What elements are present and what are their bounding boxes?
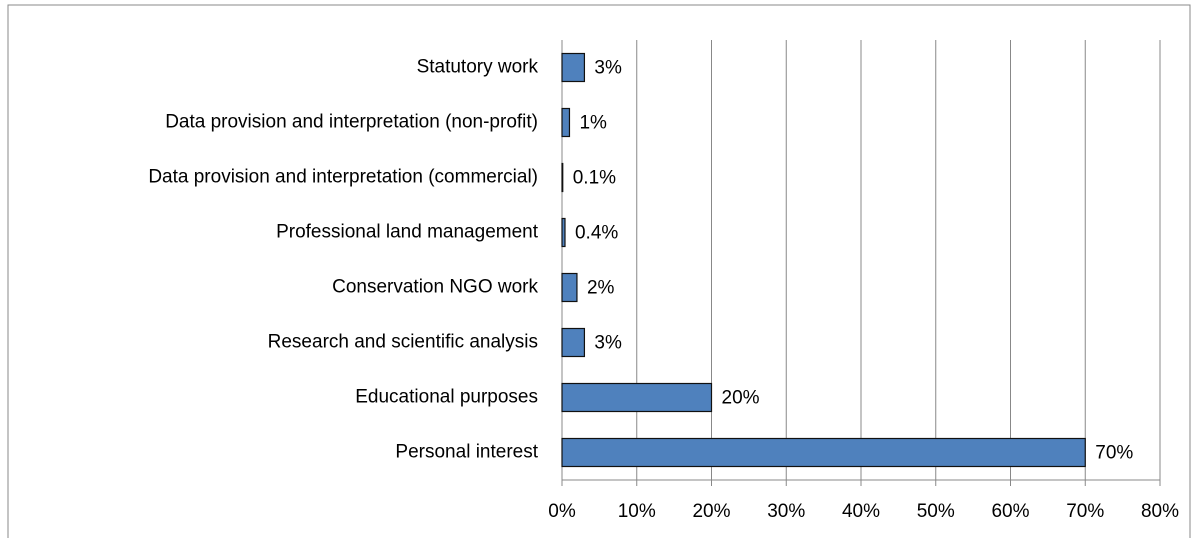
data-label: 1% (579, 113, 607, 134)
y-tick-label: Conservation NGO work (332, 277, 538, 298)
data-label: 0.1% (573, 168, 616, 189)
bar (561, 272, 578, 303)
y-tick-label: Educational purposes (355, 387, 538, 408)
data-label: 20% (722, 388, 760, 409)
x-tick-label: 50% (917, 501, 955, 522)
data-label: 3% (594, 333, 622, 354)
data-label: 0.4% (575, 223, 618, 244)
bar (561, 52, 586, 83)
bar (561, 437, 1086, 468)
x-tick-label: 40% (842, 501, 880, 522)
bar (561, 162, 564, 193)
chart-frame (7, 4, 1191, 538)
x-tick-label: 70% (1066, 501, 1104, 522)
data-label: 3% (594, 58, 622, 79)
x-tick-label: 30% (767, 501, 805, 522)
bar (561, 327, 586, 358)
y-tick-label: Data provision and interpretation (non-p… (165, 112, 538, 133)
x-tick-label: 20% (692, 501, 730, 522)
bar (561, 107, 571, 138)
x-tick-label: 60% (991, 501, 1029, 522)
y-tick-label: Research and scientific analysis (268, 332, 538, 353)
x-tick-label: 10% (618, 501, 656, 522)
y-tick-label: Statutory work (417, 57, 539, 78)
data-label: 2% (587, 278, 615, 299)
y-tick-label: Data provision and interpretation (comme… (148, 167, 538, 188)
y-tick-label: Personal interest (395, 442, 538, 463)
bar (561, 217, 566, 248)
y-tick-label: Professional land management (276, 222, 539, 243)
x-tick-label: 0% (548, 501, 576, 522)
x-tick-label: 80% (1141, 501, 1179, 522)
bar (561, 382, 713, 413)
data-label: 70% (1095, 443, 1133, 464)
